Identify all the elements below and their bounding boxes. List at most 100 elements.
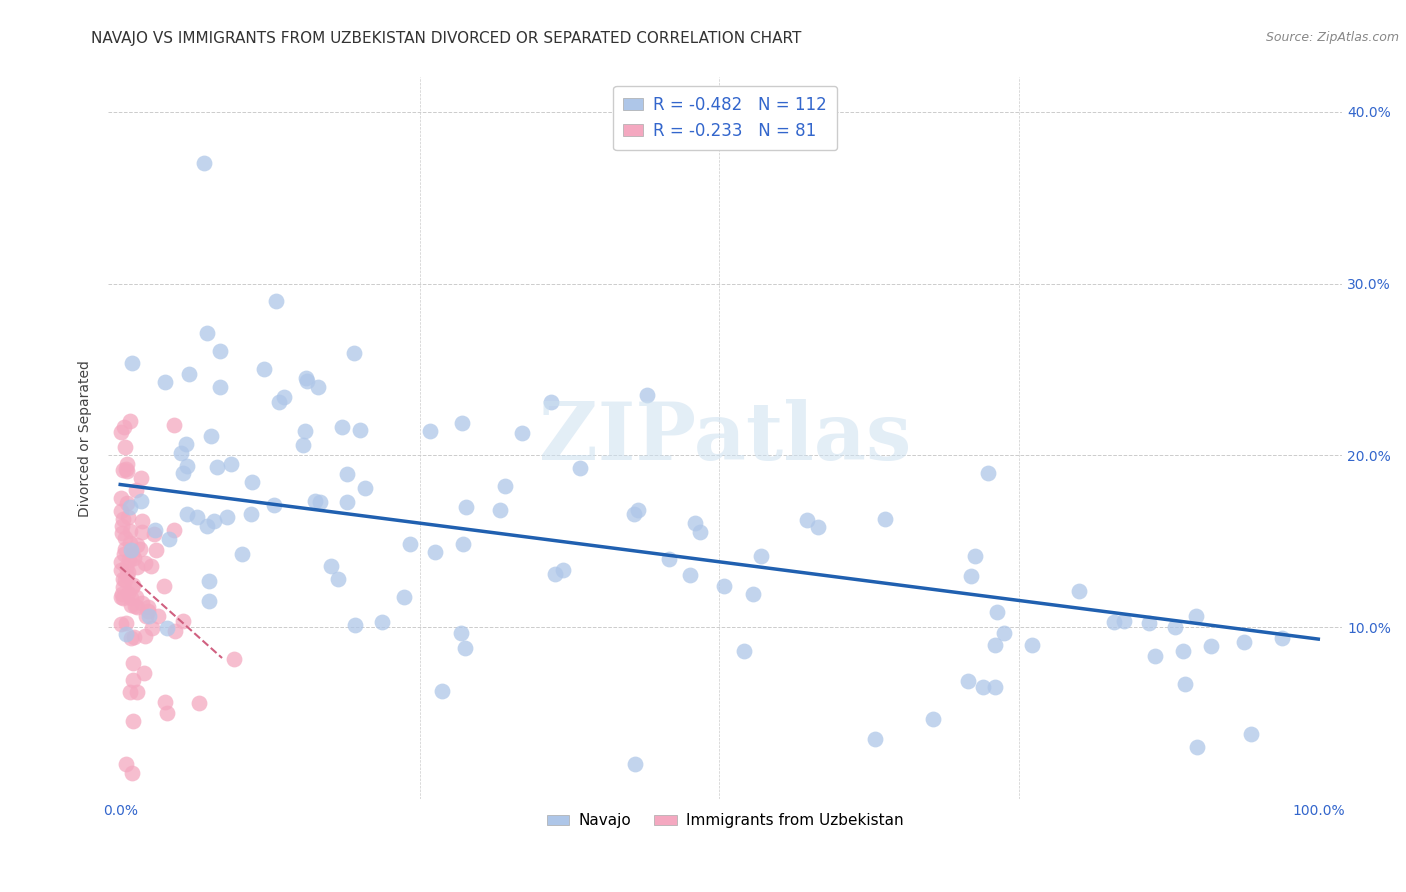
Point (371, 615, 394, 630)
Point (344, 618, 367, 632)
Point (510, 425, 533, 440)
Point (114, 462, 136, 476)
Point (134, 556, 156, 570)
Point (110, 617, 132, 632)
Point (163, 624, 186, 638)
Point (540, 395, 562, 409)
Point (733, 644, 755, 658)
Point (141, 621, 163, 635)
Point (984, 638, 1007, 652)
Point (678, 568, 700, 582)
Y-axis label: Divorced or Separated: Divorced or Separated (79, 359, 93, 516)
Point (124, 599, 146, 614)
Text: ZIPatlas: ZIPatlas (538, 399, 911, 477)
Point (454, 500, 477, 515)
Point (122, 673, 145, 687)
Point (273, 390, 295, 404)
Point (125, 685, 148, 699)
Point (122, 656, 145, 670)
Point (231, 547, 253, 561)
Point (120, 524, 142, 539)
Point (1144, 648, 1167, 663)
Point (207, 460, 229, 475)
Point (863, 731, 886, 746)
Point (1164, 620, 1187, 634)
Point (993, 625, 1015, 640)
Point (146, 609, 169, 624)
Point (307, 379, 329, 393)
Point (121, 356, 143, 370)
Point (188, 696, 211, 710)
Point (117, 457, 139, 471)
Point (239, 508, 262, 522)
Point (319, 558, 342, 573)
Point (195, 518, 218, 533)
Point (335, 467, 357, 481)
Point (922, 713, 945, 727)
Point (115, 615, 138, 630)
Point (176, 459, 198, 474)
Point (1233, 635, 1256, 649)
Point (263, 498, 285, 512)
Text: NAVAJO VS IMMIGRANTS FROM UZBEKISTAN DIVORCED OR SEPARATED CORRELATION CHART: NAVAJO VS IMMIGRANTS FROM UZBEKISTAN DIV… (91, 31, 801, 46)
Point (125, 599, 148, 614)
Point (136, 599, 159, 614)
Point (423, 544, 446, 558)
Point (115, 568, 138, 582)
Point (153, 376, 176, 390)
Point (135, 609, 157, 624)
Point (136, 604, 159, 618)
Point (186, 509, 208, 524)
Point (624, 757, 647, 772)
Point (269, 395, 291, 409)
Point (118, 500, 141, 515)
Point (118, 414, 141, 428)
Point (179, 368, 201, 382)
Point (1185, 739, 1208, 754)
Point (354, 481, 377, 495)
Point (110, 425, 132, 439)
Point (118, 553, 141, 567)
Point (112, 547, 135, 561)
Point (419, 424, 441, 438)
Point (110, 590, 132, 604)
Point (120, 631, 142, 645)
Point (796, 513, 818, 527)
Point (125, 483, 148, 497)
Point (430, 684, 453, 698)
Point (986, 605, 1008, 619)
Point (143, 523, 166, 537)
Point (454, 641, 477, 656)
Point (749, 549, 772, 563)
Point (392, 590, 415, 604)
Point (114, 574, 136, 588)
Point (1174, 677, 1197, 691)
Point (450, 626, 472, 640)
Point (143, 527, 166, 541)
Point (873, 511, 896, 525)
Point (117, 565, 139, 579)
Point (972, 680, 994, 694)
Point (1067, 584, 1090, 599)
Point (172, 466, 194, 480)
Point (222, 651, 245, 665)
Point (170, 446, 193, 460)
Point (114, 560, 136, 574)
Point (195, 326, 218, 340)
Point (129, 471, 152, 485)
Point (451, 416, 474, 430)
Point (1185, 609, 1208, 624)
Point (984, 680, 1007, 694)
Point (291, 438, 314, 452)
Point (174, 437, 197, 451)
Point (976, 466, 998, 480)
Point (131, 596, 153, 610)
Point (134, 629, 156, 643)
Point (118, 685, 141, 699)
Point (111, 526, 134, 541)
Point (1199, 639, 1222, 653)
Point (121, 766, 143, 780)
Point (120, 535, 142, 549)
Point (221, 457, 243, 471)
Point (110, 491, 132, 506)
